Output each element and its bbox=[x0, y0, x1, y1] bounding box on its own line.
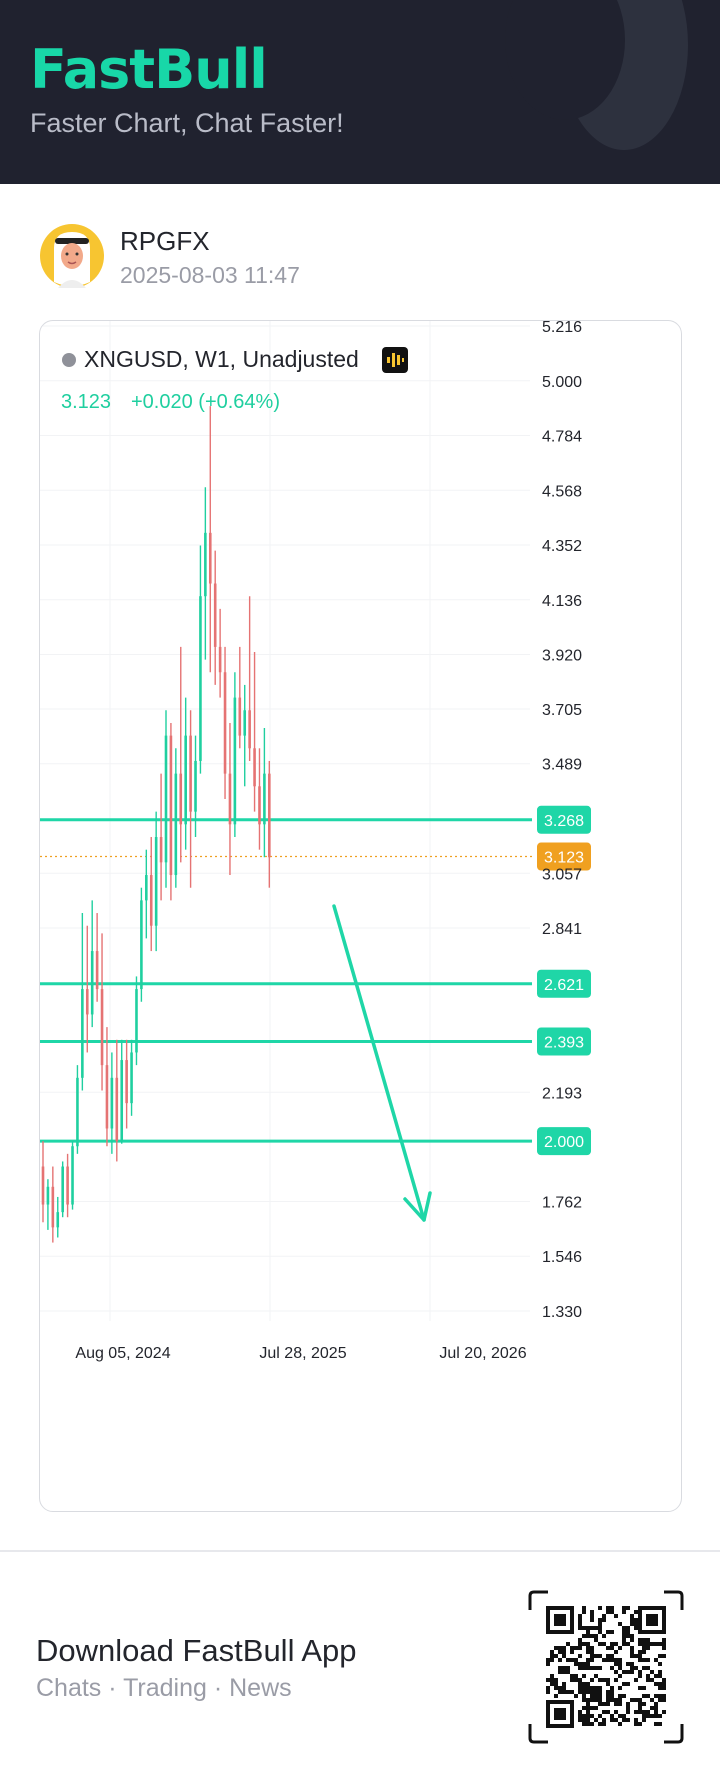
status-dot-icon bbox=[62, 353, 76, 367]
candle bbox=[243, 684, 247, 787]
candle bbox=[71, 1141, 74, 1210]
candle bbox=[213, 550, 217, 685]
brand-tagline: Faster Chart, Chat Faster! bbox=[30, 108, 344, 138]
candle bbox=[268, 760, 271, 888]
download-subtitle: Chats · Trading · News bbox=[36, 1674, 292, 1702]
candle bbox=[66, 1153, 69, 1218]
price-chart[interactable]: 3.268 2.621 2.393 2.000 3.123 5.216 5.000 4.78… bbox=[40, 321, 681, 1511]
candle bbox=[208, 406, 212, 673]
candle bbox=[76, 1065, 79, 1154]
candle bbox=[120, 1039, 124, 1144]
qr-code[interactable] bbox=[528, 1590, 684, 1744]
level-tag: 2.621 bbox=[537, 969, 591, 998]
candle bbox=[110, 1052, 114, 1154]
candle bbox=[95, 913, 99, 1002]
candle bbox=[105, 1027, 109, 1147]
svg-text:2.393: 2.393 bbox=[544, 1035, 584, 1052]
candle bbox=[228, 722, 232, 876]
candle bbox=[145, 849, 148, 939]
candle bbox=[179, 646, 183, 863]
candle bbox=[184, 697, 187, 850]
svg-text:3.123: 3.123 bbox=[544, 850, 584, 867]
username[interactable]: RPGFX bbox=[120, 226, 210, 256]
svg-text:2.000: 2.000 bbox=[544, 1134, 584, 1151]
y-tick-label: 3.057 bbox=[542, 866, 582, 883]
y-tick-label: 5.000 bbox=[542, 374, 582, 391]
level-tag: 2.000 bbox=[537, 1127, 591, 1156]
candle bbox=[159, 773, 163, 901]
x-axis: Aug 05, 2024 Jul 28, 2025 Jul 20, 2026 bbox=[75, 1345, 526, 1362]
candle bbox=[46, 1179, 50, 1230]
candle bbox=[218, 608, 222, 698]
candle bbox=[238, 646, 242, 749]
y-tick-label: 4.136 bbox=[542, 593, 582, 610]
x-tick-label: Jul 20, 2026 bbox=[439, 1345, 526, 1362]
y-tick-label: 5.216 bbox=[542, 321, 582, 336]
y-tick-label: 2.193 bbox=[542, 1085, 582, 1102]
candle bbox=[189, 710, 192, 888]
candle bbox=[263, 728, 266, 858]
candle bbox=[41, 1141, 45, 1223]
y-tick-label: 1.330 bbox=[542, 1304, 582, 1321]
y-tick-label: 1.546 bbox=[542, 1249, 582, 1266]
candle bbox=[199, 545, 202, 774]
current-price-tag: 3.123 bbox=[537, 842, 591, 871]
chart-card[interactable]: 3.268 2.621 2.393 2.000 3.123 5.216 5.000 4.78… bbox=[39, 320, 682, 1512]
y-tick-label: 4.352 bbox=[542, 538, 582, 555]
chart-grid bbox=[40, 321, 530, 1321]
y-tick-label: 3.705 bbox=[542, 702, 582, 719]
candle bbox=[56, 1196, 60, 1238]
y-tick-label: 4.568 bbox=[542, 483, 582, 500]
candles bbox=[41, 406, 271, 1243]
candle bbox=[154, 811, 158, 952]
candle bbox=[130, 1039, 133, 1116]
sound-icon[interactable] bbox=[382, 347, 408, 373]
footer-divider bbox=[0, 1550, 720, 1552]
avatar[interactable] bbox=[40, 224, 104, 288]
last-price: 3.123 bbox=[61, 391, 111, 413]
y-tick-label: 2.841 bbox=[542, 921, 582, 938]
post-timestamp: 2025-08-03 11:47 bbox=[120, 262, 300, 288]
svg-text:2.621: 2.621 bbox=[544, 977, 584, 994]
svg-text:3.268: 3.268 bbox=[544, 813, 584, 830]
candle bbox=[258, 748, 261, 850]
candle bbox=[164, 710, 168, 888]
y-tick-label: 3.920 bbox=[542, 648, 582, 665]
price-change: +0.020 (+0.64%) bbox=[131, 391, 280, 413]
candle bbox=[233, 672, 237, 838]
horizontal-levels: 3.268 2.621 2.393 2.000 3.123 bbox=[40, 805, 591, 1156]
candle bbox=[61, 1161, 64, 1218]
candle bbox=[149, 837, 153, 952]
level-tag: 3.268 bbox=[537, 805, 591, 834]
y-tick-label: 1.762 bbox=[542, 1194, 582, 1211]
candle bbox=[169, 722, 173, 901]
candle bbox=[174, 748, 178, 888]
candle bbox=[223, 646, 227, 799]
download-title: Download FastBull App bbox=[36, 1633, 357, 1668]
app-header: FastBull Faster Chart, Chat Faster! bbox=[0, 0, 720, 184]
candle bbox=[248, 596, 251, 761]
x-tick-label: Jul 28, 2025 bbox=[259, 1345, 346, 1362]
brand-logo: FastBull bbox=[30, 38, 268, 101]
x-tick-label: Aug 05, 2024 bbox=[75, 1345, 170, 1362]
candle bbox=[135, 976, 138, 1066]
candle bbox=[125, 1039, 128, 1129]
level-tag: 2.393 bbox=[537, 1027, 591, 1056]
candle bbox=[140, 887, 143, 1002]
y-axis: 5.216 5.000 4.784 4.568 4.352 4.136 3.920 3.705… bbox=[542, 321, 582, 1321]
candle bbox=[51, 1166, 55, 1243]
y-tick-label: 4.784 bbox=[542, 429, 582, 446]
candle bbox=[81, 913, 84, 1091]
candle bbox=[204, 487, 207, 660]
y-tick-label: 3.489 bbox=[542, 757, 582, 774]
candle bbox=[253, 651, 256, 812]
candle bbox=[85, 925, 89, 1053]
candle bbox=[90, 900, 94, 1028]
trend-arrow bbox=[332, 904, 432, 1222]
symbol-label: XNGUSD, W1, Unadjusted bbox=[84, 346, 359, 372]
candle bbox=[115, 1039, 119, 1162]
candle bbox=[100, 933, 104, 1091]
candle bbox=[194, 735, 197, 838]
